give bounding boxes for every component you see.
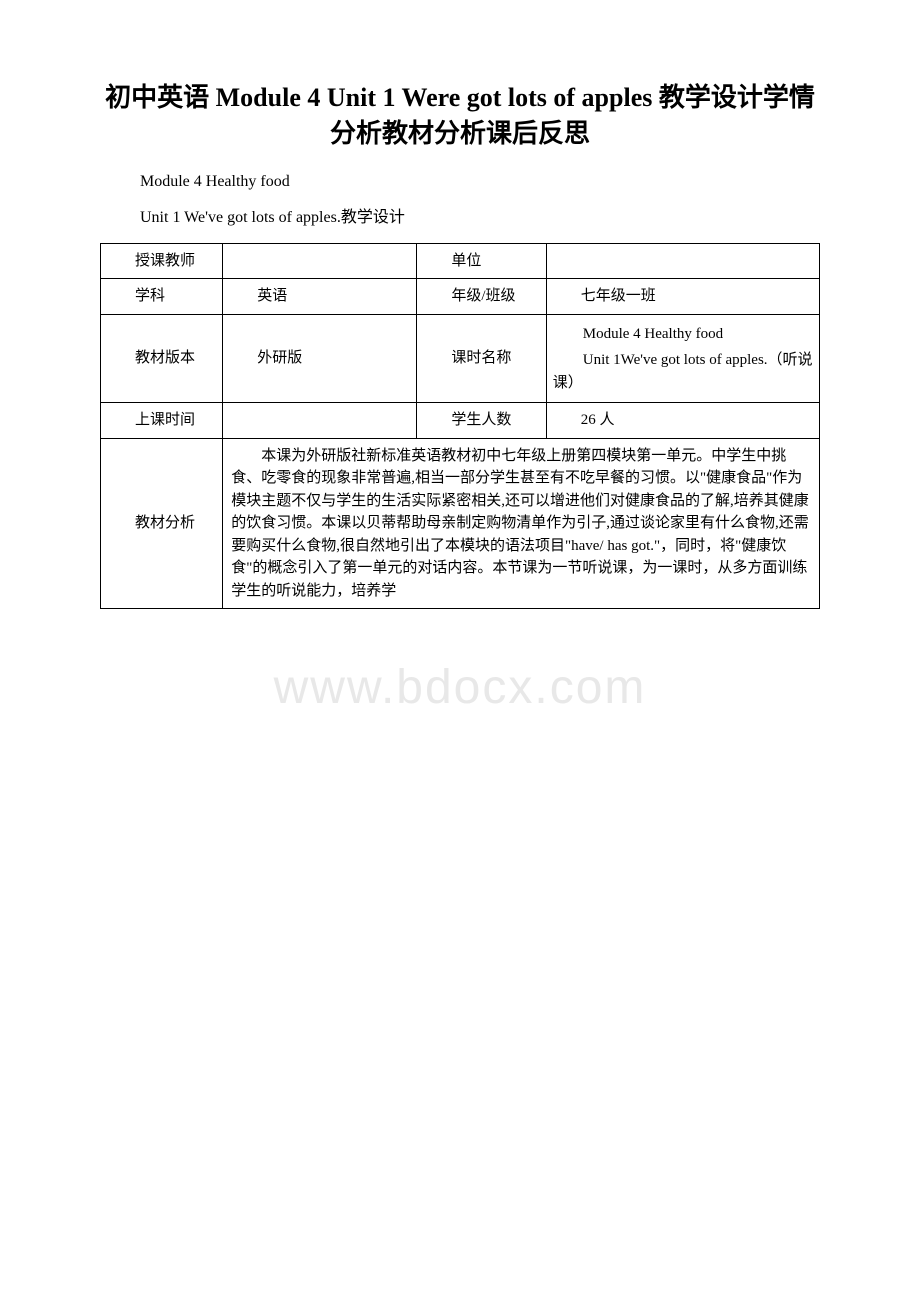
textbook-version-label: 教材版本 [101,314,223,403]
subtitle-unit: Unit 1 We've got lots of apples.教学设计 [140,203,820,227]
grade-label: 年级/班级 [417,279,546,315]
teacher-value [223,243,417,279]
lesson-name-line1: Module 4 Healthy food [553,323,813,346]
lesson-name-label: 课时名称 [417,314,546,403]
table-row: 教材分析 本课为外研版社新标准英语教材初中七年级上册第四模块第一单元。中学生中挑… [101,438,820,609]
grade-value: 七年级一班 [546,279,819,315]
textbook-analysis-label: 教材分析 [101,438,223,609]
textbook-version-value: 外研版 [223,314,417,403]
teacher-label: 授课教师 [101,243,223,279]
lesson-name-value: Module 4 Healthy food Unit 1We've got lo… [546,314,819,403]
lesson-plan-table: 授课教师 单位 学科 英语 年级/班级 七年级一班 教材版本 外研版 课时名称 … [100,243,820,610]
class-time-label: 上课时间 [101,403,223,439]
unit-label: 单位 [417,243,546,279]
student-count-label: 学生人数 [417,403,546,439]
subtitle-module: Module 4 Healthy food [140,173,820,191]
table-row: 学科 英语 年级/班级 七年级一班 [101,279,820,315]
lesson-name-line2: Unit 1We've got lots of apples.（听说课） [553,349,813,394]
analysis-text: 本课为外研版社新标准英语教材初中七年级上册第四模块第一单元。中学生中挑食、吃零食… [231,445,811,603]
student-count-value: 26 人 [546,403,819,439]
subject-label: 学科 [101,279,223,315]
textbook-analysis-content: 本课为外研版社新标准英语教材初中七年级上册第四模块第一单元。中学生中挑食、吃零食… [223,438,820,609]
subject-value: 英语 [223,279,417,315]
page-title: 初中英语 Module 4 Unit 1 Were got lots of ap… [100,80,820,153]
table-row: 教材版本 外研版 课时名称 Module 4 Healthy food Unit… [101,314,820,403]
table-row: 授课教师 单位 [101,243,820,279]
unit-value [546,243,819,279]
class-time-value [223,403,417,439]
table-row: 上课时间 学生人数 26 人 [101,403,820,439]
watermark-text: www.bdocx.com [274,660,647,715]
